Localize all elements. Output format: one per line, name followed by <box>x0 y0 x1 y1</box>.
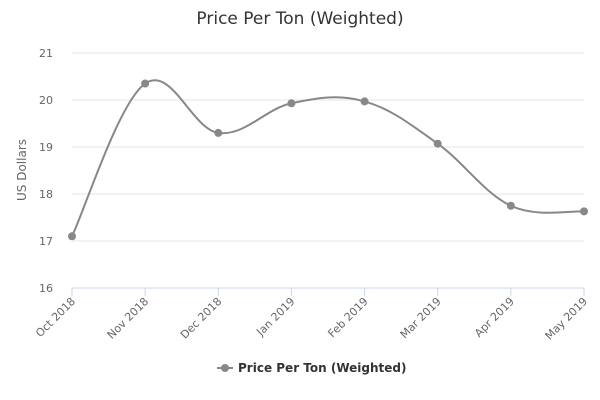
data-point[interactable] <box>287 99 296 108</box>
legend[interactable]: Price Per Ton (Weighted) <box>217 361 406 375</box>
data-point[interactable] <box>141 79 150 88</box>
gridlines <box>72 52 584 242</box>
y-axis-ticks: 16 17 18 19 20 21 <box>39 47 53 295</box>
x-tick-label: May 2019 <box>543 295 591 343</box>
data-point[interactable] <box>580 207 588 216</box>
x-tick-label: Dec 2018 <box>178 295 225 342</box>
legend-marker <box>221 364 229 372</box>
x-tick-label: Nov 2018 <box>105 295 152 342</box>
y-axis-label: US Dollars <box>15 139 29 201</box>
y-tick-label: 18 <box>39 188 53 201</box>
data-point[interactable] <box>506 201 515 210</box>
series-line <box>71 79 585 237</box>
y-tick-label: 17 <box>39 235 53 248</box>
legend-label: Price Per Ton (Weighted) <box>238 361 406 375</box>
data-point[interactable] <box>68 232 76 241</box>
series-layer <box>68 79 588 241</box>
x-tick-label: Apr 2019 <box>472 295 517 340</box>
x-tick-label: Jan 2019 <box>253 295 297 339</box>
x-tick-label: Oct 2018 <box>33 295 78 340</box>
data-point[interactable] <box>214 128 223 137</box>
x-tick-label: Mar 2019 <box>398 295 444 341</box>
y-tick-label: 21 <box>39 47 53 60</box>
chart-title: Price Per Ton (Weighted) <box>196 9 403 29</box>
data-point[interactable] <box>433 139 442 148</box>
x-tick-label: Feb 2019 <box>325 295 370 340</box>
x-axis-ticks: Oct 2018 Nov 2018 Dec 2018 Jan 2019 Feb 2019… <box>33 288 590 342</box>
y-tick-label: 20 <box>39 94 53 107</box>
y-tick-label: 19 <box>39 141 53 154</box>
data-point[interactable] <box>360 97 369 106</box>
y-tick-label: 16 <box>39 282 53 295</box>
